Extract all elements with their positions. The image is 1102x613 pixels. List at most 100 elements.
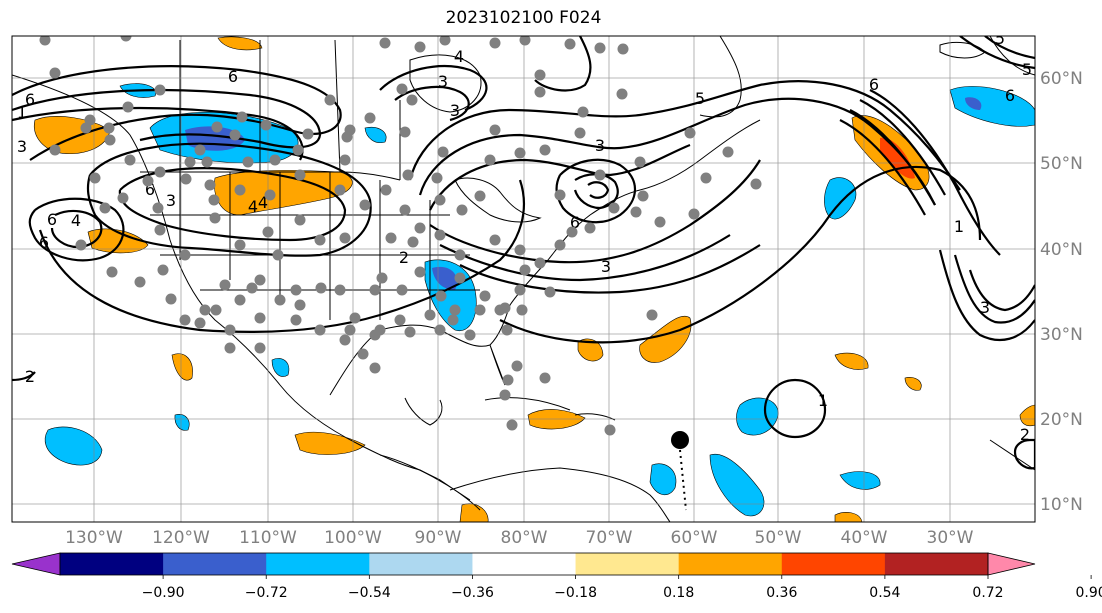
station-dot [124,154,136,166]
station-dot [414,266,426,278]
pos-anomaly-nepac [34,116,111,155]
pos-anomaly-atl4 [904,377,922,391]
station-dot [152,202,164,214]
contour-label: 4 [258,193,268,212]
contour-label: 6 [1005,86,1015,105]
station-dot [437,146,449,158]
station-dot [154,84,166,96]
lon-label: 40°W [841,528,888,548]
canada-provinces [179,39,401,180]
contour-east-low-outer [408,80,961,191]
contour-label: 4 [454,47,464,66]
station-dot [464,329,476,341]
coast-central-america [379,454,481,511]
station-dot [269,154,281,166]
station-dot [134,276,146,288]
station-dot [208,194,220,206]
station-dot [272,249,284,261]
state-lines-1 [179,172,431,320]
neg-anomaly-small2 [271,358,290,377]
pos-anomaly-epac [294,431,366,455]
contour-label: 6 [145,180,155,199]
station-dot [554,189,566,201]
contour-low-pac [28,197,125,262]
station-dot [554,239,566,251]
contour-label: 2 [399,248,409,267]
station-dot [479,290,491,302]
station-dot [264,189,276,201]
pos-anomaly-pac2 [87,228,149,254]
storm-center-marker [671,431,689,449]
station-dot [447,314,459,326]
station-dot [99,202,111,214]
colorbar-tick-label: 0.18 [663,585,694,601]
station-dot [39,36,51,46]
lat-label: 60°N [1040,69,1083,89]
station-dot [489,234,501,246]
station-dot [357,348,369,360]
station-dot [434,324,446,336]
coast-florida [489,344,506,386]
station-dot [594,169,606,181]
station-dot [224,342,236,354]
neg-anomaly-small3 [364,127,387,143]
hudson-bay [409,54,482,113]
station-dot [211,121,223,133]
coast-yucatan [404,397,443,426]
station-dot [292,144,304,156]
station-dot [374,324,386,336]
lon-label: 90°W [415,528,462,548]
neg-anomaly-ne-core [965,97,982,110]
station-dot [219,279,231,291]
station-dot [637,190,649,202]
station-dot [396,83,408,95]
neg-anomaly-atl3 [824,177,857,220]
station-dot [539,144,551,156]
station-dot [194,144,206,156]
station-dot [449,304,461,316]
station-dot [399,204,411,216]
station-dot [456,204,468,216]
contour-6-west [12,65,342,161]
station-dot [49,144,61,156]
colorbar-tick-label: 0.36 [766,585,797,601]
contour-label: 1 [954,217,964,236]
contour-label: 6 [47,210,57,229]
colorbar-segment [575,553,680,575]
station-dot [246,282,258,294]
station-dot [406,94,418,106]
station-dot [194,317,206,329]
station-dot [499,389,511,401]
station-dot [290,314,302,326]
contour-label: 6 [25,90,35,109]
station-dot [229,129,241,141]
station-dot [514,244,526,256]
contour-label: 5 [1022,60,1032,79]
colorbar: −0.90 −0.72 −0.54 −0.36 −0.18 0.18 0.36 0.54 0.7… [11,552,1102,601]
contour-3-west [12,106,304,161]
contour-east-top [959,36,1035,70]
contour-label: 6 [869,75,879,94]
lat-lon-grid [12,36,1035,522]
contour-east-top-2 [984,36,1035,60]
contour-atl-1-c [849,109,936,206]
station-dot [534,69,546,81]
station-dot [534,257,546,269]
contour-label: 4 [71,211,81,230]
station-dot [684,127,696,139]
station-dot [519,264,531,276]
colorbar-tick-label: −0.90 [142,585,185,601]
station-dot [574,127,586,139]
contour-atl-low-3 [968,269,1035,312]
station-dot [339,334,351,346]
station-dot [379,37,391,49]
lon-label: 100°W [324,528,382,548]
station-dot [376,272,388,284]
station-dot [514,147,526,159]
lon-label: 130°W [65,528,123,548]
station-dot [494,304,506,316]
station-dot [234,294,246,306]
pos-anomaly-bottom [834,512,863,522]
station-dot [394,314,406,326]
